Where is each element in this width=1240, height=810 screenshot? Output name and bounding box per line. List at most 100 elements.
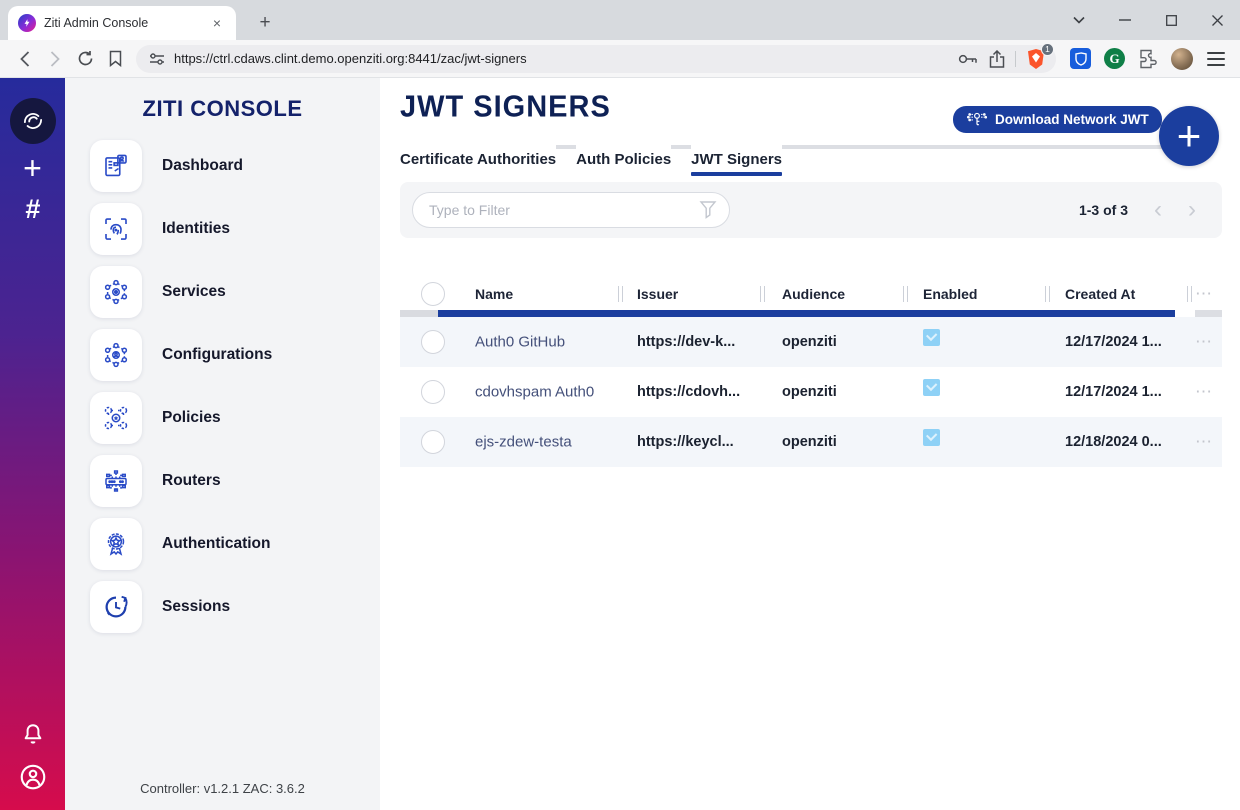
minimize-button[interactable] bbox=[1102, 0, 1148, 40]
table-row[interactable]: Auth0 GitHub https://dev-k... openziti 1… bbox=[400, 317, 1222, 367]
pagination-next-icon[interactable]: › bbox=[1188, 196, 1196, 223]
forward-button[interactable] bbox=[40, 44, 70, 74]
tab-search-chevron-icon[interactable] bbox=[1056, 0, 1102, 40]
ziti-admin-console: + # ZITI CONSOLE bbox=[0, 78, 1240, 810]
tab-label: Certificate Authorities bbox=[400, 151, 557, 168]
select-all-circle[interactable] bbox=[421, 282, 445, 306]
col-header-enabled[interactable]: Enabled bbox=[923, 286, 978, 302]
pagination-count: 1-3 of 3 bbox=[1078, 202, 1128, 218]
password-key-icon[interactable] bbox=[957, 52, 979, 66]
profile-avatar[interactable] bbox=[1171, 47, 1193, 70]
rail-add-button[interactable]: + bbox=[23, 150, 42, 186]
download-network-jwt-button[interactable]: Download Network JWT bbox=[953, 106, 1162, 133]
url-text[interactable]: https://ctrl.cdaws.clint.demo.openziti.o… bbox=[174, 51, 527, 66]
sidebar-item-sessions[interactable]: Sessions bbox=[65, 575, 380, 638]
pagination-prev-icon[interactable]: ‹ bbox=[1154, 196, 1162, 223]
tab-auth-policies[interactable]: Auth Policies bbox=[576, 141, 672, 174]
browser-menu-icon[interactable] bbox=[1207, 51, 1225, 66]
sessions-clock-icon bbox=[90, 580, 142, 633]
bitwarden-icon[interactable] bbox=[1070, 48, 1091, 69]
download-network-jwt-label: Download Network JWT bbox=[995, 112, 1149, 127]
sidebar-item-authentication[interactable]: Authentication bbox=[65, 512, 380, 575]
extensions-puzzle-icon[interactable] bbox=[1138, 49, 1158, 69]
site-settings-icon[interactable] bbox=[148, 52, 166, 66]
urlbar-actions: 1 bbox=[957, 42, 1054, 70]
cell-name[interactable]: Auth0 GitHub bbox=[475, 333, 566, 351]
col-header-name[interactable]: Name bbox=[475, 286, 514, 302]
col-header-audience[interactable]: Audience bbox=[782, 286, 846, 302]
filter-input-wrap bbox=[412, 192, 730, 228]
brave-badge: 1 bbox=[1041, 42, 1054, 56]
page-title: JWT SIGNERS bbox=[400, 90, 611, 124]
col-header-created-at[interactable]: Created At bbox=[1065, 286, 1136, 302]
tab-jwt-signers[interactable]: JWT Signers bbox=[691, 141, 783, 176]
tab-close-icon[interactable]: × bbox=[212, 15, 222, 31]
table-row[interactable]: cdovhspam Auth0 https://cdovh... openzit… bbox=[400, 367, 1222, 417]
add-jwt-signer-button[interactable]: + bbox=[1159, 106, 1219, 166]
cell-issuer: https://keycl... bbox=[637, 434, 734, 450]
back-button[interactable] bbox=[10, 44, 40, 74]
row-select-circle[interactable] bbox=[421, 330, 445, 354]
row-select-circle[interactable] bbox=[421, 430, 445, 454]
enabled-checkbox[interactable] bbox=[923, 429, 940, 446]
rail-hash-button[interactable]: # bbox=[24, 194, 41, 224]
header-divider bbox=[400, 145, 1200, 149]
cell-audience: openziti bbox=[782, 384, 837, 400]
table-header: Name Issuer Audience Enabled Created At … bbox=[400, 278, 1222, 310]
ziti-favicon-icon bbox=[18, 14, 36, 32]
filter-input[interactable] bbox=[412, 192, 730, 228]
profile-icon[interactable] bbox=[18, 762, 48, 792]
brave-shield-icon[interactable]: 1 bbox=[1026, 42, 1054, 70]
col-header-issuer[interactable]: Issuer bbox=[637, 286, 679, 302]
version-footer: Controller: v1.2.1 ZAC: 3.6.2 bbox=[140, 781, 305, 796]
sidebar-item-identities[interactable]: Identities bbox=[65, 197, 380, 260]
tab-label: Auth Policies bbox=[576, 151, 672, 168]
enabled-checkbox[interactable] bbox=[923, 329, 940, 346]
column-separator bbox=[903, 286, 908, 302]
share-icon[interactable] bbox=[989, 49, 1005, 68]
console-title: ZITI CONSOLE bbox=[142, 96, 303, 121]
table-header-bar bbox=[400, 310, 1222, 317]
cell-name[interactable]: ejs-zdew-testa bbox=[475, 433, 572, 451]
row-actions-icon[interactable]: ⋯ bbox=[1195, 382, 1213, 401]
sidebar-item-label: Dashboard bbox=[162, 156, 243, 174]
row-actions-icon[interactable]: ⋯ bbox=[1195, 332, 1213, 351]
services-network-icon bbox=[90, 265, 142, 318]
column-separator bbox=[1187, 286, 1192, 302]
grammarly-icon[interactable]: G bbox=[1104, 48, 1125, 69]
notifications-bell-icon[interactable] bbox=[20, 722, 46, 748]
authentication-badge-icon bbox=[90, 517, 142, 570]
active-tab-underline bbox=[691, 172, 783, 176]
jwt-signers-table: Name Issuer Audience Enabled Created At … bbox=[400, 278, 1222, 467]
sidebar-item-label: Sessions bbox=[162, 597, 231, 615]
table-row[interactable]: ejs-zdew-testa https://keycl... openziti… bbox=[400, 417, 1222, 467]
cell-created-at: 12/18/2024 0... bbox=[1065, 434, 1162, 450]
reload-button[interactable] bbox=[70, 44, 100, 74]
sidebar-item-services[interactable]: Services bbox=[65, 260, 380, 323]
close-window-button[interactable] bbox=[1194, 0, 1240, 40]
extension-icons: G bbox=[1070, 47, 1193, 70]
filter-funnel-icon[interactable] bbox=[699, 200, 717, 219]
bookmark-icon[interactable] bbox=[100, 44, 130, 74]
row-select-circle[interactable] bbox=[421, 380, 445, 404]
rail-bottom bbox=[18, 722, 48, 792]
url-bar[interactable]: https://ctrl.cdaws.clint.demo.openziti.o… bbox=[136, 42, 1056, 73]
cell-name[interactable]: cdovhspam Auth0 bbox=[475, 383, 595, 401]
left-rail: + # bbox=[0, 78, 65, 810]
sidebar-item-policies[interactable]: Policies bbox=[65, 386, 380, 449]
browser-tab[interactable]: Ziti Admin Console × bbox=[8, 6, 236, 40]
row-actions-icon[interactable]: ⋯ bbox=[1195, 432, 1213, 451]
sidebar: ZITI CONSOLE Dashboard bbox=[65, 78, 380, 810]
column-options-icon[interactable]: ⋯ bbox=[1195, 284, 1213, 303]
new-tab-button[interactable]: + bbox=[259, 12, 271, 33]
routers-icon bbox=[90, 454, 142, 507]
enabled-checkbox[interactable] bbox=[923, 379, 940, 396]
tab-certificate-authorities[interactable]: Certificate Authorities bbox=[400, 141, 557, 174]
maximize-button[interactable] bbox=[1148, 0, 1194, 40]
sidebar-item-dashboard[interactable]: Dashboard bbox=[65, 134, 380, 197]
sidebar-item-configurations[interactable]: Configurations bbox=[65, 323, 380, 386]
ziti-logo-icon[interactable] bbox=[9, 98, 56, 144]
sidebar-item-routers[interactable]: Routers bbox=[65, 449, 380, 512]
cell-issuer: https://dev-k... bbox=[637, 334, 736, 350]
